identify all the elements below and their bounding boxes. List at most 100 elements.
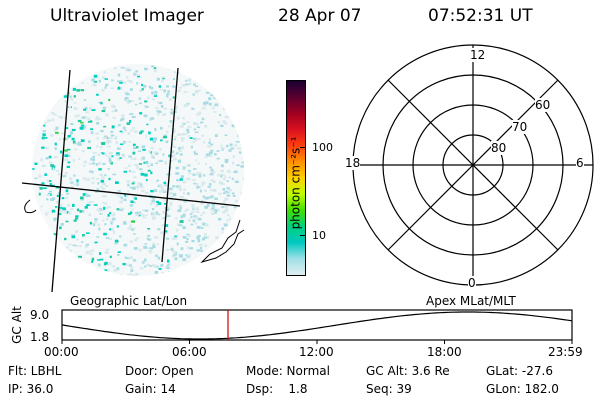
- emission-speckle: [188, 78, 192, 81]
- emission-speckle: [214, 134, 218, 137]
- emission-speckle: [95, 163, 99, 166]
- emission-speckle: [86, 232, 90, 234]
- emission-speckle: [111, 125, 115, 129]
- emission-speckle: [87, 140, 91, 143]
- emission-speckle: [76, 183, 80, 186]
- emission-speckle: [179, 220, 184, 223]
- timeline-left-title: Geographic Lat/Lon: [70, 294, 188, 308]
- emission-speckle: [100, 185, 103, 188]
- emission-speckle: [158, 268, 162, 270]
- emission-speckle: [82, 177, 87, 180]
- emission-speckle: [48, 190, 52, 193]
- seq-readout: Seq: 39: [366, 382, 412, 396]
- emission-speckle: [196, 122, 199, 126]
- mlt-label-18: 18: [345, 156, 361, 170]
- emission-speckle: [110, 134, 115, 137]
- emission-speckle: [71, 233, 76, 236]
- emission-speckle: [38, 192, 41, 196]
- colorbar-label-10: 10: [312, 229, 326, 242]
- emission-speckle: [175, 217, 178, 220]
- emission-speckle: [128, 264, 132, 267]
- emission-speckle: [154, 271, 158, 274]
- emission-speckle: [126, 122, 131, 125]
- emission-speckle: [177, 133, 181, 136]
- emission-speckle: [102, 137, 107, 140]
- emission-speckle: [118, 124, 121, 127]
- emission-speckle: [113, 268, 118, 272]
- emission-speckle: [102, 201, 105, 204]
- emission-speckle: [154, 90, 158, 94]
- emission-speckle: [193, 168, 197, 170]
- emission-speckle: [228, 188, 233, 192]
- emission-speckle: [190, 216, 193, 219]
- orbit-altitude-curve: [61, 311, 573, 340]
- emission-speckle: [111, 79, 114, 82]
- emission-speckle: [141, 189, 145, 192]
- emission-speckle: [160, 126, 163, 130]
- emission-speckle: [174, 135, 177, 139]
- emission-speckle: [208, 141, 211, 145]
- emission-speckle: [148, 150, 152, 153]
- emission-speckle: [89, 253, 93, 255]
- mode-readout: Mode: Normal: [246, 364, 330, 378]
- emission-speckle: [151, 208, 155, 211]
- emission-speckle: [189, 247, 193, 250]
- emission-speckle: [152, 264, 155, 267]
- emission-speckle: [182, 166, 186, 168]
- emission-speckle: [156, 243, 159, 246]
- emission-speckle: [204, 232, 207, 236]
- emission-speckle: [80, 89, 84, 92]
- emission-speckle: [129, 221, 133, 223]
- emission-speckle: [157, 213, 161, 216]
- emission-speckle: [130, 266, 134, 270]
- emission-speckle: [161, 79, 164, 83]
- emission-speckle: [99, 173, 103, 176]
- emission-speckle: [121, 132, 124, 134]
- emission-speckle: [163, 232, 168, 235]
- emission-speckle: [107, 145, 111, 148]
- gain-readout: Gain: 14: [125, 382, 176, 396]
- emission-speckle: [104, 174, 107, 177]
- emission-speckle: [187, 172, 192, 175]
- emission-speckle: [236, 164, 240, 167]
- emission-speckle: [210, 209, 214, 212]
- emission-speckle: [71, 185, 74, 189]
- emission-speckle: [224, 159, 229, 162]
- emission-speckle: [177, 185, 182, 189]
- emission-speckle: [58, 204, 63, 207]
- emission-speckle: [95, 118, 99, 121]
- emission-speckle: [202, 211, 206, 214]
- emission-speckle: [140, 185, 144, 189]
- emission-speckle: [189, 137, 193, 139]
- emission-speckle: [159, 190, 162, 193]
- emission-speckle: [68, 177, 73, 181]
- emission-speckle: [116, 208, 120, 211]
- emission-speckle: [191, 107, 195, 110]
- emission-speckle: [61, 197, 65, 200]
- emission-speckle: [90, 131, 94, 135]
- emission-speckle: [59, 137, 61, 141]
- emission-speckle: [65, 196, 69, 199]
- emission-speckle: [126, 263, 129, 266]
- emission-speckle: [97, 182, 100, 185]
- emission-speckle: [88, 195, 91, 197]
- emission-speckle: [79, 189, 83, 191]
- emission-speckle: [204, 196, 209, 200]
- emission-speckle: [127, 273, 130, 276]
- emission-speckle: [97, 223, 100, 226]
- emission-speckle: [71, 137, 75, 141]
- emission-speckle: [216, 157, 220, 160]
- emission-speckle: [194, 90, 199, 94]
- emission-speckle: [68, 105, 71, 109]
- emission-speckle: [117, 80, 119, 82]
- emission-speckle: [142, 148, 146, 151]
- emission-speckle: [213, 211, 216, 214]
- emission-speckle: [115, 181, 119, 184]
- emission-speckle: [86, 250, 91, 254]
- emission-speckle: [127, 140, 132, 143]
- emission-speckle: [162, 113, 167, 115]
- emission-speckle: [172, 96, 177, 99]
- emission-speckle: [210, 179, 214, 182]
- emission-speckle: [230, 147, 235, 150]
- emission-speckle: [170, 111, 174, 115]
